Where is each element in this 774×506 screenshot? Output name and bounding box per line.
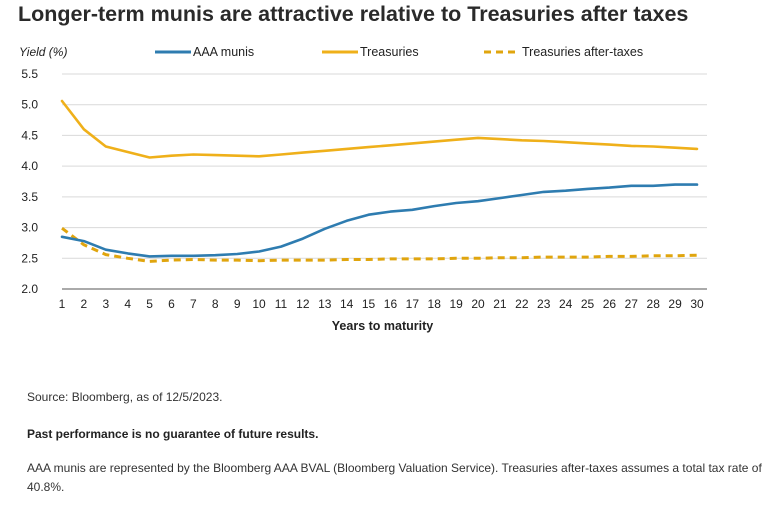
- x-tick-label: 17: [406, 297, 420, 311]
- x-tick-label: 6: [168, 297, 175, 311]
- x-tick-label: 1: [59, 297, 66, 311]
- series-lines: [60, 99, 699, 263]
- x-tick-label: 11: [275, 297, 288, 311]
- legend: AAA munis Treasuries Treasuries after-taxe…: [155, 45, 643, 59]
- y-axis-label: Yield (%): [19, 45, 67, 59]
- x-tick-label: 22: [515, 297, 529, 311]
- x-tick-label: 9: [234, 297, 241, 311]
- series-line-treasuries-after-taxes: [61, 227, 698, 263]
- y-tick-label: 3.5: [21, 190, 38, 204]
- y-tick-label: 2.5: [21, 251, 38, 265]
- x-tick-label: 27: [625, 297, 639, 311]
- x-tick-label: 20: [471, 297, 485, 311]
- x-tick-label: 30: [690, 297, 704, 311]
- x-tick-label: 12: [296, 297, 310, 311]
- x-tick-label: 13: [318, 297, 332, 311]
- disclaimer-note: Past performance is no guarantee of futu…: [27, 427, 319, 441]
- x-tick-label: 3: [102, 297, 109, 311]
- x-tick-label: 21: [493, 297, 507, 311]
- x-tick-label: 14: [340, 297, 354, 311]
- x-tick-label: 5: [146, 297, 153, 311]
- legend-label: AAA munis: [193, 45, 254, 59]
- x-tick-label: 19: [449, 297, 463, 311]
- y-axis-ticks: 2.0 2.5 3.0 3.5 4.0 4.5 5.0 5.5: [21, 67, 38, 296]
- x-tick-label: 4: [124, 297, 131, 311]
- series-line-aaa-munis: [60, 183, 699, 258]
- series-line-treasuries: [60, 99, 699, 159]
- y-tick-label: 4.0: [21, 159, 38, 173]
- x-tick-label: 29: [668, 297, 682, 311]
- y-tick-label: 5.0: [21, 98, 38, 112]
- x-tick-label: 15: [362, 297, 376, 311]
- x-tick-label: 23: [537, 297, 551, 311]
- x-tick-label: 10: [252, 297, 266, 311]
- x-tick-label: 7: [190, 297, 197, 311]
- x-tick-label: 24: [559, 297, 573, 311]
- x-tick-label: 2: [81, 297, 88, 311]
- x-tick-label: 16: [384, 297, 398, 311]
- y-tick-label: 3.0: [21, 221, 38, 235]
- line-chart: 2.02.53.03.54.04.55.05.5 1 2 3 4 5 6 7 8 9 10 11 12…: [19, 45, 707, 333]
- x-tick-label: 25: [581, 297, 595, 311]
- x-axis-label: Years to maturity: [332, 319, 433, 333]
- legend-label: Treasuries after-taxes: [522, 45, 643, 59]
- y-tick-label: 2.0: [21, 282, 38, 296]
- x-axis-ticks: 1 2 3 4 5 6 7 8 9 10 11 12 13 14 15 16 17 18 19 20 21 22 23 24 2…: [59, 297, 704, 311]
- y-tick-label: 5.5: [21, 67, 38, 81]
- footnote: AAA munis are represented by the Bloombe…: [27, 461, 762, 494]
- source-note: Source: Bloomberg, as of 12/5/2023.: [27, 390, 223, 404]
- x-tick-label: 28: [647, 297, 661, 311]
- legend-label: Treasuries: [360, 45, 419, 59]
- x-tick-label: 26: [603, 297, 617, 311]
- x-tick-label: 8: [212, 297, 219, 311]
- chart-title: Longer-term munis are attractive relativ…: [18, 2, 689, 26]
- x-tick-label: 18: [428, 297, 442, 311]
- y-tick-label: 4.5: [21, 128, 38, 142]
